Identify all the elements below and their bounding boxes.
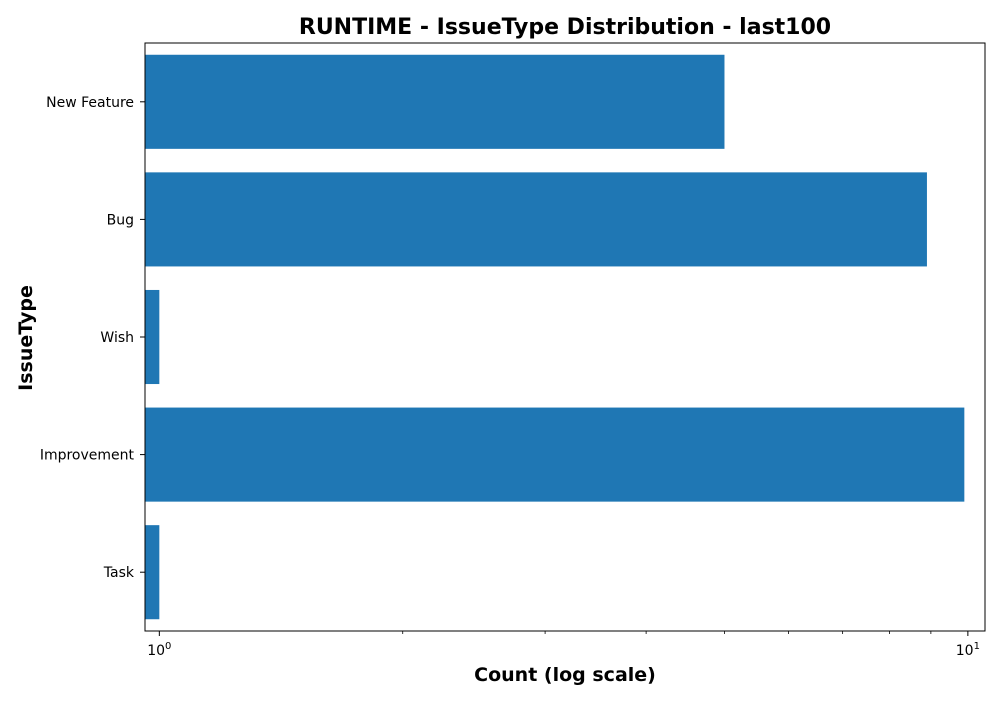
y-axis-label: IssueType — [15, 285, 37, 391]
y-tick-label: Improvement — [40, 448, 135, 464]
y-tick-label: Wish — [100, 330, 134, 346]
x-tick-label: 101 — [956, 641, 980, 659]
y-tick-label: New Feature — [46, 95, 134, 111]
bars-group — [145, 54, 965, 620]
x-axis-label: Count (log scale) — [474, 664, 656, 686]
bar — [145, 525, 160, 620]
bar — [145, 54, 725, 149]
chart-title: RUNTIME - IssueType Distribution - last1… — [299, 15, 831, 40]
y-axis-ticks: New Feature Bug Wish Improvement Task — [40, 95, 145, 581]
y-tick-label: Bug — [107, 212, 134, 228]
y-tick-label: Task — [103, 565, 135, 581]
x-axis-ticks: 100 101 — [147, 631, 980, 659]
bar — [145, 407, 965, 502]
bar — [145, 289, 160, 385]
bar — [145, 172, 927, 267]
x-tick-label: 100 — [147, 641, 171, 659]
